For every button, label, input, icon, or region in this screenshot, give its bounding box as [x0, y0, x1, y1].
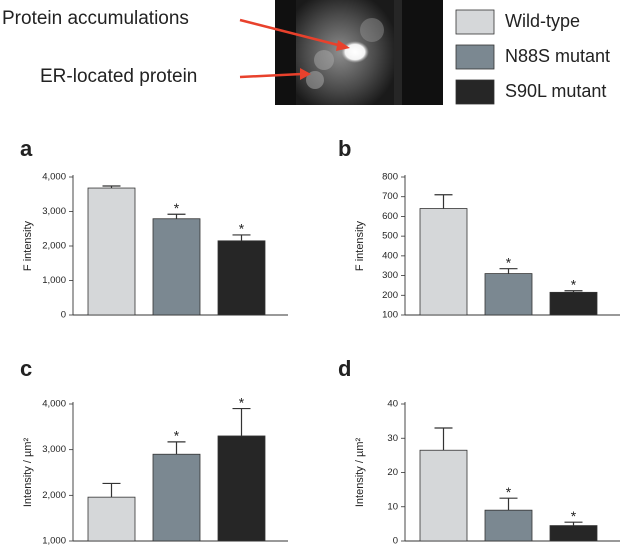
legend-label: Wild-type	[505, 11, 580, 31]
panel-label: b	[338, 136, 351, 161]
panel-label: c	[20, 356, 32, 381]
significance-mark: *	[174, 200, 180, 216]
error-bar	[499, 268, 518, 274]
y-tick-label: 4,000	[42, 172, 66, 183]
annotation: Protein accumulations	[2, 8, 189, 29]
y-tick-label: 0	[61, 310, 66, 321]
y-tick-label: 3,000	[42, 206, 66, 217]
y-tick-label: 400	[382, 250, 398, 261]
y-axis-title: Intensity / µm²	[354, 438, 366, 508]
bar	[87, 496, 136, 542]
error-bar	[232, 234, 251, 241]
y-tick-label: 2,000	[42, 241, 66, 252]
bar	[217, 435, 266, 542]
error-bar	[434, 427, 453, 451]
y-tick-label: 700	[382, 191, 398, 202]
y-tick-label: 40	[387, 399, 398, 410]
error-bar	[564, 290, 583, 293]
legend-swatch	[455, 44, 495, 70]
error-bar	[167, 441, 186, 455]
y-tick-label: 0	[393, 536, 398, 547]
panel-label: a	[20, 136, 33, 161]
bar	[87, 187, 136, 316]
y-tick-label: 600	[382, 211, 398, 222]
bar	[549, 291, 598, 316]
significance-mark: *	[239, 394, 245, 410]
y-tick-label: 300	[382, 270, 398, 281]
y-tick-label: 1,000	[42, 275, 66, 286]
significance-mark: *	[571, 508, 577, 524]
y-tick-label: 4,000	[42, 399, 66, 410]
error-bar	[564, 521, 583, 526]
y-tick-label: 30	[387, 433, 398, 444]
error-bar	[232, 407, 251, 436]
y-tick-label: 200	[382, 290, 398, 301]
y-tick-label: 1,000	[42, 536, 66, 547]
bar	[152, 453, 201, 542]
y-tick-label: 2,000	[42, 490, 66, 501]
legend-swatch	[455, 79, 495, 105]
y-tick-label: 100	[382, 310, 398, 321]
legend-label: S90L mutant	[505, 81, 606, 101]
y-axis-title: Intensity / µm²	[22, 438, 34, 508]
error-bar	[499, 497, 518, 511]
bar	[152, 218, 201, 316]
y-axis-title: F intensity	[22, 220, 34, 271]
y-tick-label: 10	[387, 501, 398, 512]
error-bar	[434, 194, 453, 209]
legend-label: N88S mutant	[505, 46, 610, 66]
bar	[217, 240, 266, 316]
bar	[549, 525, 598, 542]
error-bar	[167, 213, 186, 219]
bar	[419, 208, 468, 316]
y-tick-label: 500	[382, 231, 398, 242]
y-tick-label: 800	[382, 172, 398, 183]
bar	[484, 509, 533, 542]
y-axis-title: F intensity	[354, 220, 366, 271]
error-bar	[102, 185, 121, 189]
significance-mark: *	[571, 276, 577, 292]
bar	[484, 273, 533, 316]
significance-mark: *	[239, 221, 245, 237]
legend-swatch	[455, 9, 495, 35]
significance-mark: *	[174, 428, 180, 444]
y-tick-label: 20	[387, 467, 398, 478]
panel-label: d	[338, 356, 351, 381]
bar	[419, 449, 468, 542]
y-tick-label: 3,000	[42, 444, 66, 455]
annotation: ER-located protein	[40, 66, 197, 87]
significance-mark: *	[506, 254, 512, 270]
error-bar	[102, 482, 121, 498]
micrograph	[275, 0, 443, 105]
significance-mark: *	[506, 484, 512, 500]
arrows	[239, 18, 350, 80]
